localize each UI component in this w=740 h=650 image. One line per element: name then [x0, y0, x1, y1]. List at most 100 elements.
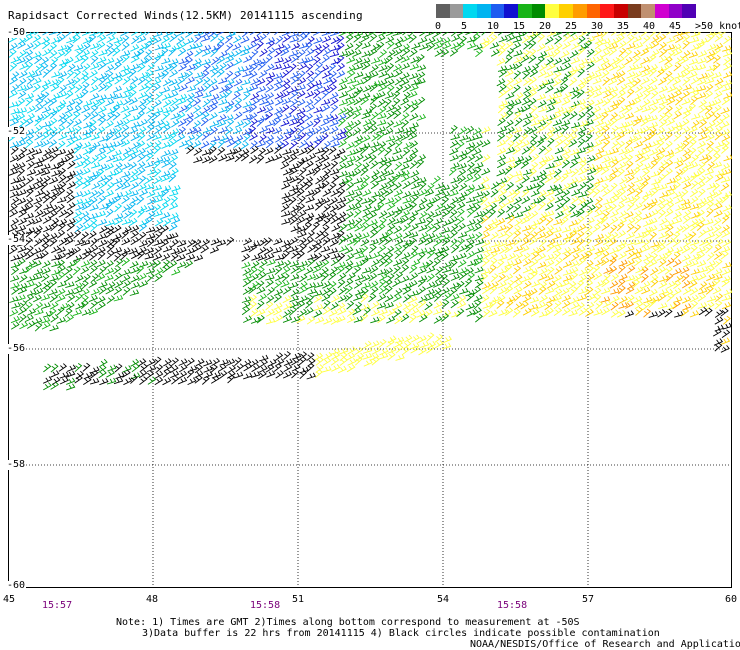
wind-barb — [592, 77, 602, 85]
wind-barb — [496, 58, 506, 66]
wind-barb — [338, 117, 346, 127]
wind-barb — [368, 120, 377, 129]
wind-barb — [360, 303, 371, 311]
wind-barb — [265, 63, 275, 72]
wind-barb — [57, 264, 67, 274]
wind-barb — [400, 163, 410, 171]
wind-barb — [609, 112, 619, 121]
legend-tick-label: 0 — [435, 21, 442, 32]
legend-swatch — [490, 4, 505, 18]
wind-barb — [50, 381, 60, 390]
wind-barb — [424, 188, 435, 197]
wind-barb — [625, 196, 635, 204]
wind-barb — [112, 233, 122, 241]
wind-barb — [721, 96, 731, 106]
wind-barb — [505, 77, 515, 87]
wind-barb — [672, 238, 682, 248]
wind-barb — [441, 342, 452, 350]
wind-barb — [688, 147, 697, 157]
wind-barb — [378, 106, 387, 115]
wind-barb — [312, 265, 322, 274]
wind-barb — [57, 99, 67, 108]
wind-barb — [562, 168, 573, 176]
wind-barb — [608, 265, 618, 275]
wind-barb — [369, 146, 379, 155]
wind-barb — [121, 182, 131, 190]
wind-barb — [546, 238, 556, 247]
wind-barb — [82, 197, 92, 205]
wind-barb — [377, 293, 387, 302]
legend-swatch — [627, 4, 642, 18]
wind-barb — [537, 195, 546, 204]
wind-barb — [89, 85, 99, 93]
wind-barb — [154, 376, 164, 386]
wind-barb — [168, 223, 178, 232]
wind-barb — [489, 264, 497, 275]
wind-barb — [411, 42, 421, 50]
wind-barb — [106, 112, 115, 122]
wind-barb — [577, 46, 586, 56]
wind-barb — [96, 210, 106, 218]
wind-barb — [712, 182, 721, 192]
wind-barb — [282, 148, 292, 156]
wind-barb — [554, 132, 564, 141]
wind-barb — [425, 259, 434, 269]
wind-barb — [305, 168, 315, 176]
wind-barb — [586, 273, 596, 282]
wind-barb — [49, 293, 59, 303]
wind-barb — [49, 301, 59, 310]
wind-barb — [633, 224, 642, 234]
wind-barb — [177, 97, 187, 106]
wind-barb — [10, 177, 20, 185]
wind-barb — [432, 224, 442, 233]
wind-barb — [682, 84, 692, 91]
wind-barb — [672, 267, 682, 276]
wind-barb — [552, 245, 562, 254]
wind-barb — [345, 190, 355, 198]
wind-barb — [64, 273, 74, 283]
wind-barb — [498, 111, 508, 121]
wind-barb — [106, 146, 116, 155]
wind-barb — [385, 78, 395, 87]
wind-barb — [34, 301, 44, 311]
wind-barb — [209, 103, 218, 113]
wind-barb — [282, 250, 290, 260]
wind-barb — [331, 294, 341, 303]
wind-barb — [114, 126, 123, 135]
wind-barb — [234, 85, 244, 93]
wind-barb — [562, 251, 572, 260]
wind-barb — [505, 299, 514, 309]
wind-barb — [722, 79, 732, 87]
wind-barb — [41, 105, 52, 114]
wind-barb — [362, 209, 372, 218]
wind-barb — [178, 63, 188, 72]
wind-barb — [258, 125, 269, 134]
wind-barb — [674, 196, 684, 205]
wind-barb — [362, 153, 372, 162]
wind-barb — [498, 308, 508, 317]
wind-barb — [346, 300, 355, 310]
wind-barb — [714, 251, 723, 260]
wind-barb — [10, 107, 20, 115]
wind-barb — [96, 32, 105, 38]
wind-barb — [688, 51, 699, 59]
wind-barb — [105, 70, 114, 80]
wind-barb — [211, 357, 221, 366]
wind-barb — [577, 191, 588, 198]
wind-barb — [170, 112, 180, 120]
wind-barb — [113, 286, 123, 295]
wind-barb — [338, 83, 348, 92]
wind-barb — [512, 98, 522, 107]
wind-barb — [51, 71, 61, 78]
wind-barb — [283, 351, 292, 361]
wind-barb — [290, 273, 300, 281]
wind-barb — [658, 77, 667, 86]
wind-barb — [8, 224, 18, 233]
wind-barb — [304, 32, 312, 38]
wind-barb — [136, 48, 145, 58]
wind-barb — [594, 233, 605, 241]
wind-barb — [570, 272, 579, 281]
wind-barb — [73, 198, 84, 206]
wind-barb — [203, 365, 213, 373]
wind-barb — [699, 126, 709, 135]
